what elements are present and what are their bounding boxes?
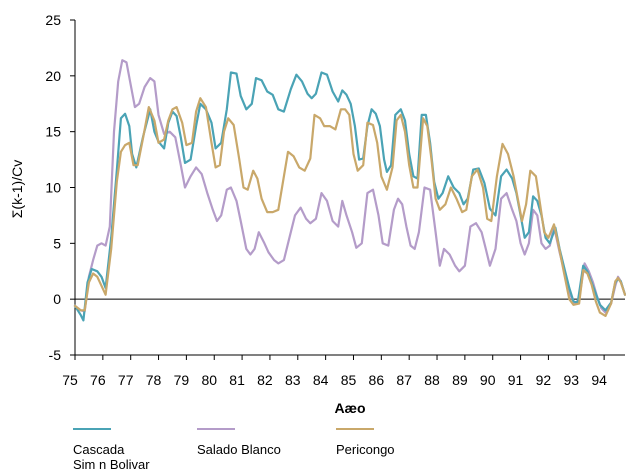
x-tick-label: 84	[313, 372, 329, 388]
x-tick-label: 85	[341, 372, 357, 388]
x-tick-label: 81	[229, 372, 245, 388]
x-tick-label: 86	[369, 372, 385, 388]
x-tick-label: 79	[174, 372, 190, 388]
x-axis-title: Aæo	[334, 400, 365, 416]
x-tick-label: 82	[257, 372, 273, 388]
x-tick-label: 87	[396, 372, 412, 388]
y-axis-title: Σ(k-1)/Cv	[9, 160, 25, 218]
x-tick-label: 89	[452, 372, 468, 388]
plot-series	[73, 59, 626, 322]
y-tick-label: 5	[53, 235, 61, 251]
x-tick-label: 76	[90, 372, 106, 388]
x-tick-label: 83	[285, 372, 301, 388]
y-tick-label: -5	[49, 347, 62, 363]
y-tick-label: 0	[53, 291, 61, 307]
x-tick-label: 78	[146, 372, 162, 388]
y-tick-label: 25	[45, 12, 61, 28]
legend-label-cascada-line-2: Sim n Bolivar	[73, 457, 150, 472]
x-tick-label: 75	[62, 372, 78, 388]
legend-label-pericongo: Pericongo	[336, 442, 395, 457]
series-line-pericongo	[73, 97, 626, 317]
x-tick-label: 80	[201, 372, 217, 388]
series-line-cascada-sim-n-bolivar	[73, 71, 626, 322]
y-axis: -5 0 5 10 15 20 25	[45, 12, 76, 363]
x-tick-label: 90	[480, 372, 496, 388]
y-tick-label: 15	[45, 124, 61, 140]
series-line-salado-blanco	[73, 59, 626, 314]
x-tick-label: 94	[591, 372, 607, 388]
x-tick-label: 92	[536, 372, 552, 388]
y-tick-label: 10	[45, 180, 61, 196]
x-tick-label: 77	[118, 372, 134, 388]
legend-label-salado-blanco: Salado Blanco	[197, 442, 281, 457]
y-tick-label: 20	[45, 68, 61, 84]
x-axis: 75 76 77 78 79 80 81 82 83 84 85 86 87 88 89 90 91 92 93 94	[62, 354, 625, 388]
x-tick-label: 88	[424, 372, 440, 388]
legend-swatch-salado-blanco	[197, 428, 235, 430]
legend-label-cascada-line-1: Cascada	[73, 442, 125, 457]
x-tick-label: 93	[563, 372, 579, 388]
legend-swatch-cascada	[73, 428, 111, 430]
x-tick-label: 91	[508, 372, 524, 388]
legend-swatch-pericongo	[336, 428, 374, 430]
legend-label-cascada: Cascada Sim n Bolivar	[73, 442, 150, 472]
